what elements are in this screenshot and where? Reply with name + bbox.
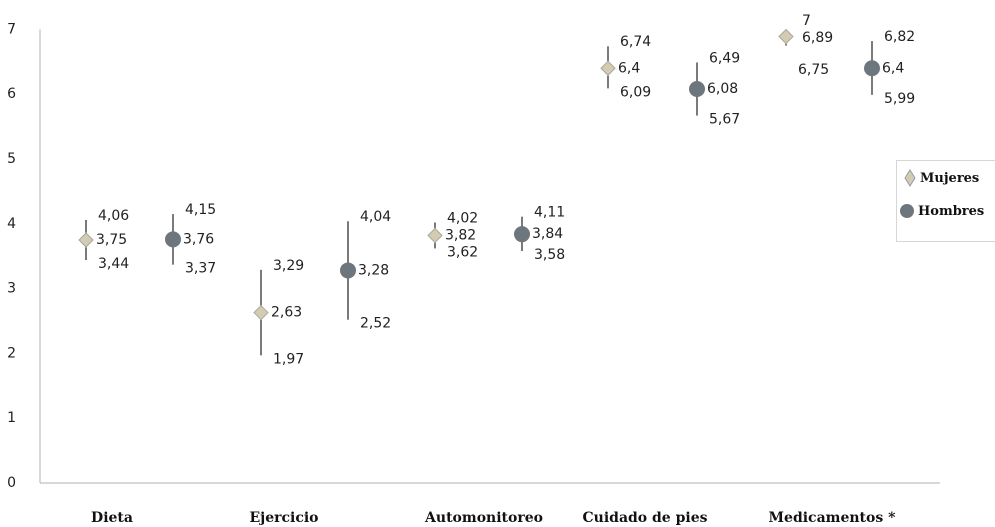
mean-point-circle bbox=[514, 226, 530, 243]
x-category-label: Ejercicio bbox=[249, 510, 318, 526]
data-label-high: 4,02 bbox=[447, 211, 478, 227]
y-tick-label: 0 bbox=[7, 475, 16, 491]
mean-point-circle bbox=[864, 60, 880, 77]
circle-marker-icon bbox=[900, 204, 914, 218]
data-label-high: 6,74 bbox=[620, 34, 651, 50]
data-label-mean: 3,76 bbox=[183, 231, 214, 247]
mean-point-circle bbox=[689, 81, 705, 98]
x-category-label: Medicamentos * bbox=[769, 510, 897, 526]
y-tick-label: 1 bbox=[7, 410, 16, 426]
data-label-mean: 6,4 bbox=[882, 60, 904, 76]
data-label-high: 4,11 bbox=[534, 205, 565, 221]
mean-point-circle bbox=[165, 231, 181, 248]
data-label-high: 4,06 bbox=[98, 208, 129, 224]
data-label-low: 6,75 bbox=[798, 62, 829, 78]
x-category-label: Dieta bbox=[91, 510, 133, 526]
data-label-low: 3,62 bbox=[447, 244, 478, 260]
data-label-mean: 3,75 bbox=[96, 232, 127, 248]
mean-point-diamond bbox=[253, 304, 269, 321]
data-label-mean: 6,4 bbox=[618, 60, 640, 76]
x-category-label: Automonitoreo bbox=[424, 510, 543, 526]
mean-point-diamond bbox=[600, 60, 616, 76]
data-label-mean: 2,63 bbox=[271, 305, 302, 321]
data-label-low: 5,99 bbox=[884, 91, 915, 107]
y-tick-label: 7 bbox=[7, 21, 16, 37]
y-tick-label: 6 bbox=[7, 86, 16, 102]
data-label-high: 4,15 bbox=[185, 202, 216, 218]
data-label-mean: 3,28 bbox=[358, 262, 389, 278]
data-label-mean: 6,89 bbox=[802, 30, 833, 46]
mean-point-diamond bbox=[427, 227, 443, 244]
data-label-low: 6,09 bbox=[620, 84, 651, 100]
data-label-low: 5,67 bbox=[709, 112, 740, 128]
x-category-label: Cuidado de pies bbox=[583, 510, 708, 526]
y-tick-label: 2 bbox=[7, 345, 16, 361]
mean-point-diamond bbox=[78, 232, 94, 248]
data-label-low: 3,37 bbox=[185, 261, 216, 277]
y-tick-label: 4 bbox=[7, 216, 16, 232]
diamond-marker-icon bbox=[904, 169, 916, 187]
data-label-high: 6,82 bbox=[884, 29, 915, 45]
data-label-low: 3,58 bbox=[534, 247, 565, 263]
legend-label-hombres: Hombres bbox=[918, 203, 985, 219]
y-tick-label: 3 bbox=[7, 281, 16, 297]
legend-label-mujeres: Mujeres bbox=[920, 170, 980, 186]
legend: Mujeres Hombres bbox=[896, 160, 995, 242]
legend-item-mujeres: Mujeres bbox=[903, 169, 979, 187]
data-label-mean: 3,82 bbox=[445, 227, 476, 243]
legend-item-hombres: Hombres bbox=[899, 203, 984, 219]
data-label-mean: 3,84 bbox=[532, 226, 563, 242]
mean-point-circle bbox=[340, 262, 356, 279]
data-label-high: 4,04 bbox=[360, 209, 391, 225]
data-label-high: 7 bbox=[802, 13, 811, 29]
data-label-high: 6,49 bbox=[709, 50, 740, 66]
data-label-high: 3,29 bbox=[273, 258, 304, 274]
data-label-mean: 6,08 bbox=[707, 81, 738, 97]
y-tick-label: 5 bbox=[7, 151, 16, 167]
data-label-low: 3,44 bbox=[98, 256, 129, 272]
mean-point-diamond bbox=[778, 28, 794, 45]
data-label-low: 1,97 bbox=[273, 351, 304, 367]
data-label-low: 2,52 bbox=[360, 316, 391, 332]
